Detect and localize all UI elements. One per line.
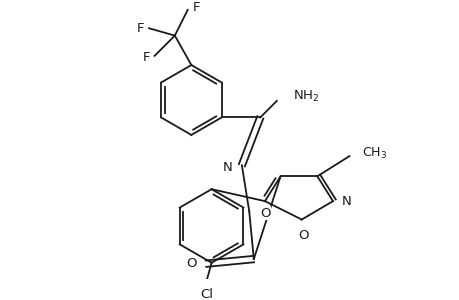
Text: Cl: Cl xyxy=(200,289,213,300)
Text: NH$_2$: NH$_2$ xyxy=(293,89,319,104)
Text: O: O xyxy=(260,207,270,220)
Text: O: O xyxy=(298,229,308,242)
Text: F: F xyxy=(192,1,199,13)
Text: O: O xyxy=(186,257,196,270)
Text: F: F xyxy=(137,22,144,35)
Text: F: F xyxy=(142,51,150,64)
Text: N: N xyxy=(223,160,232,174)
Text: N: N xyxy=(341,195,351,208)
Text: CH$_3$: CH$_3$ xyxy=(362,146,386,161)
